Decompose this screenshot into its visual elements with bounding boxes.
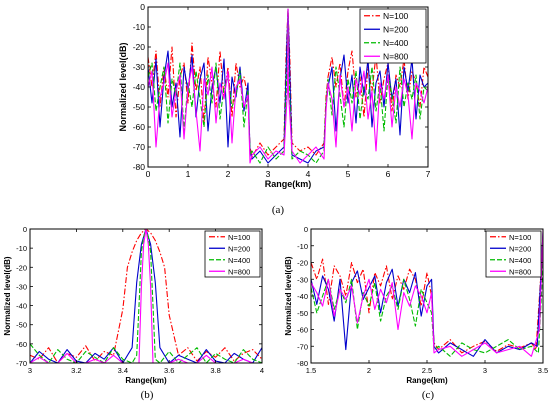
y-tick-label-c-5: -50 [297, 309, 308, 318]
legend-label-c-1: N=100 [509, 233, 531, 242]
legend-label-b-3: N=400 [228, 256, 250, 265]
x-tick-label-a-5: 5 [346, 169, 351, 179]
legend-a: N=100 N=200 N=400 N=800 [359, 8, 427, 64]
x-tick-label-c-3: 3 [483, 366, 487, 375]
chart-panel-b: 3 3.2 3.4 3.6 3.8 4 0 -10 -20 -30 -40 -50 -60 -70 Rang… [3, 225, 264, 385]
legend-label-c-3: N=400 [509, 256, 531, 265]
y-axis-label-a: Normalized level(dB) [118, 42, 128, 131]
legend-b: N=100 N=200 N=400 N=800 [204, 230, 261, 278]
series-line-a-1 [148, 8, 428, 158]
y-tick-label-c-6: -60 [297, 326, 308, 335]
x-tick-label-a-3: 3 [266, 169, 271, 179]
legend-label-c-2: N=200 [509, 244, 531, 253]
series-line-c-1 [311, 237, 543, 354]
caption-b: (b) [141, 389, 154, 401]
y-tick-label-b-6: -60 [16, 340, 27, 349]
y-tick-label-c-1: -10 [297, 242, 308, 251]
y-tick-label-b-0: 0 [23, 225, 27, 234]
legend-label-b-4: N=800 [228, 267, 250, 276]
x-tick-label-c-0: 1.5 [306, 366, 316, 375]
legend-label-c-4: N=800 [509, 267, 531, 276]
x-axis-label-a: Range(km) [265, 179, 312, 189]
y-tick-label-b-2: -20 [16, 263, 27, 272]
legend-label-a-3: N=400 [383, 38, 409, 48]
x-tick-label-a-0: 0 [146, 169, 151, 179]
x-tick-label-b-2: 3.4 [118, 366, 128, 375]
y-tick-label-c-4: -40 [297, 292, 308, 301]
y-tick-label-a-0: 0 [140, 2, 145, 12]
caption-a: (a) [272, 204, 285, 216]
x-tick-label-b-0: 3 [28, 366, 32, 375]
y-axis-label-b: Normalized level(dB) [3, 256, 12, 335]
legend-label-a-4: N=800 [383, 51, 409, 61]
y-tick-label-c-3: -30 [297, 275, 308, 284]
y-tick-label-b-5: -50 [16, 321, 27, 330]
series-line-b-1 [30, 229, 262, 363]
x-tick-label-c-4: 3.5 [538, 366, 548, 375]
x-axis-label-b: Range(km) [125, 376, 167, 385]
y-tick-label-a-7: -70 [133, 142, 146, 152]
x-tick-label-a-6: 6 [386, 169, 391, 179]
x-tick-label-a-2: 2 [226, 169, 231, 179]
y-axis-label-c: Normalized level(dB) [284, 256, 293, 335]
x-tick-label-c-1: 2 [367, 366, 371, 375]
y-tick-label-a-3: -30 [133, 62, 146, 72]
axes-box-b [29, 228, 263, 364]
y-tick-label-a-5: -50 [133, 102, 146, 112]
x-tick-label-a-4: 4 [306, 169, 311, 179]
y-tick-label-a-4: -40 [133, 82, 146, 92]
x-tick-label-a-1: 1 [186, 169, 191, 179]
x-axis-label-c: Range(km) [406, 376, 448, 385]
y-tick-label-b-4: -40 [16, 302, 27, 311]
series-line-a-4 [148, 8, 428, 164]
caption-c: (c) [422, 389, 435, 401]
y-tick-label-a-2: -20 [133, 42, 146, 52]
x-tick-label-c-2: 2.5 [422, 366, 432, 375]
series-line-b-3 [30, 229, 262, 363]
x-tick-label-b-5: 4 [260, 366, 264, 375]
x-tick-label-b-3: 3.6 [164, 366, 174, 375]
y-tick-label-a-1: -10 [133, 22, 146, 32]
legend-label-a-2: N=200 [383, 24, 409, 34]
legend-c: N=100 N=200 N=400 N=800 [485, 230, 542, 278]
y-tick-label-b-3: -30 [16, 282, 27, 291]
y-tick-label-c-7: -70 [297, 342, 308, 351]
y-tick-label-c-8: -80 [297, 359, 308, 368]
series-line-b-2 [30, 229, 262, 363]
legend-label-b-2: N=200 [228, 244, 250, 253]
x-tick-label-a-7: 7 [426, 169, 431, 179]
y-tick-label-c-2: -20 [297, 259, 308, 268]
y-tick-label-a-8: -80 [133, 162, 146, 172]
y-tick-label-a-6: -60 [133, 122, 146, 132]
chart-panel-a: 0 1 2 3 4 5 6 7 0 -10 -20 -30 -40 -50 -60 -70 -80 Range(k… [118, 2, 431, 189]
series-line-c-2 [311, 232, 543, 357]
legend-label-a-1: N=100 [383, 11, 409, 21]
x-tick-label-b-1: 3.2 [71, 366, 81, 375]
series-line-c-3 [311, 233, 543, 357]
y-tick-label-b-1: -10 [16, 244, 27, 253]
series-line-c-4 [311, 229, 543, 357]
y-tick-label-b-7: -70 [16, 359, 27, 368]
x-tick-label-b-4: 3.8 [210, 366, 220, 375]
legend-label-b-1: N=100 [228, 233, 250, 242]
y-tick-label-c-0: 0 [304, 225, 308, 234]
chart-panel-c: 1.5 2 2.5 3 3.5 0 -10 -20 -30 -40 -50 -60 -70 -80 Rang… [284, 225, 548, 385]
